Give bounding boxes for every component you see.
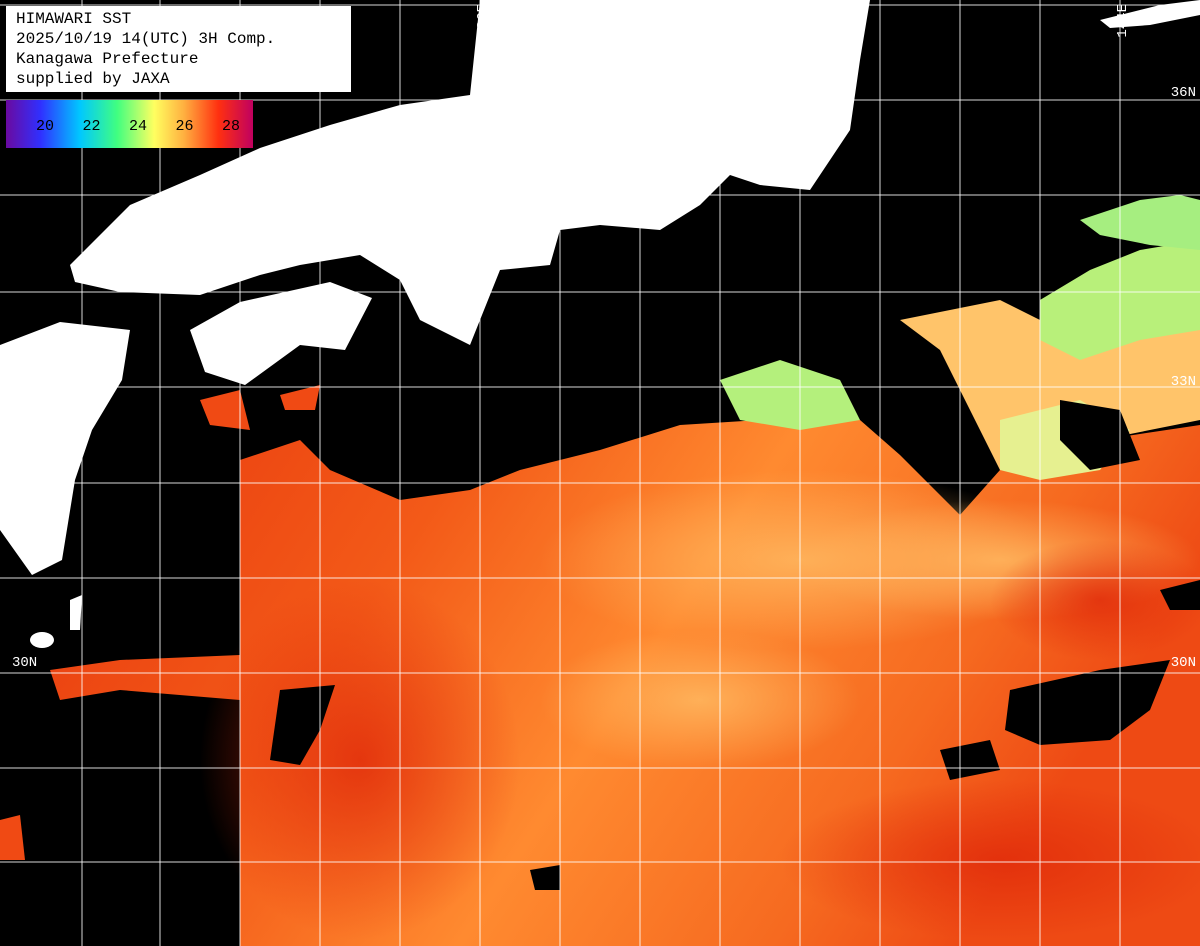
colorbar-labels: 20 22 24 26 28 bbox=[36, 118, 240, 135]
header-line: 2025/10/19 14(UTC) 3H Comp. bbox=[16, 30, 275, 48]
latitude-label: 36N bbox=[1171, 85, 1196, 101]
land bbox=[0, 0, 1200, 648]
latitude-label: 33N bbox=[1171, 374, 1196, 390]
latitude-label: 33N bbox=[12, 374, 37, 390]
colorbar bbox=[6, 100, 253, 148]
header-line: HIMAWARI SST bbox=[16, 10, 131, 28]
sst-field bbox=[0, 195, 1200, 946]
colorbar-label: 26 bbox=[175, 118, 193, 135]
header-line: Kanagawa Prefecture bbox=[16, 50, 198, 68]
header-box bbox=[6, 6, 351, 92]
longitude-label: 136E bbox=[475, 4, 491, 38]
colorbar-label: 22 bbox=[82, 118, 100, 135]
colorbar-label: 20 bbox=[36, 118, 54, 135]
latitude-label: 30N bbox=[12, 655, 37, 671]
header-line: supplied by JAXA bbox=[16, 70, 170, 88]
colorbar-label: 28 bbox=[222, 118, 240, 135]
latitude-label: 30N bbox=[1171, 655, 1196, 671]
colorbar-label: 24 bbox=[129, 118, 147, 135]
longitude-label: 144E bbox=[1115, 4, 1131, 38]
